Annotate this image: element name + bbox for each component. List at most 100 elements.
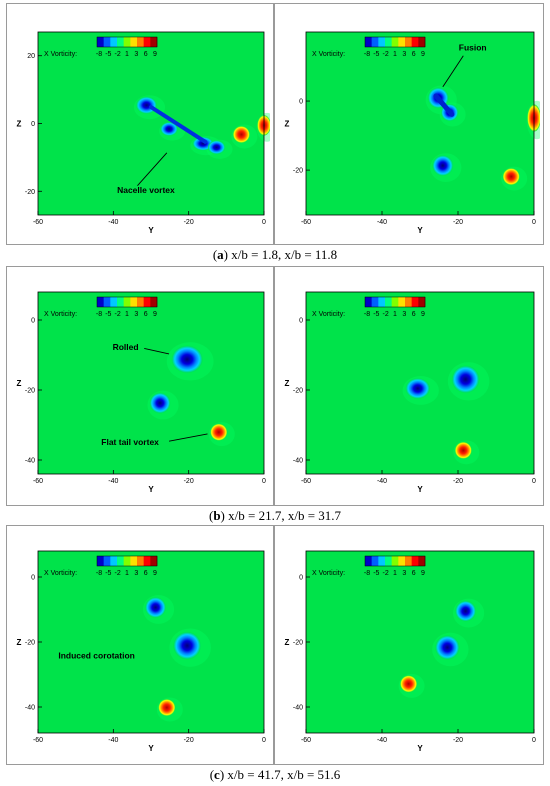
panel-c-right-colorbar-swatch-8: [418, 556, 426, 566]
panel-c-left-colorbar-swatch-4: [123, 556, 131, 566]
caption-c-letter: c: [214, 767, 220, 782]
panel-c-left-xtick-label-1: -40: [108, 737, 118, 744]
panel-b-right-colorbar-tick-2: -2: [383, 311, 389, 318]
panel-a-left-colorbar-swatch-3: [117, 37, 124, 47]
panel-b-right-axes-frame: [305, 291, 535, 475]
panel-c-right-colorbar-swatch-4: [391, 556, 399, 566]
panel-c-right-colorbar-tick-4: 3: [402, 570, 406, 577]
panel-b-right-colorbar-tick-6: 9: [421, 311, 425, 318]
panel-b-left-colorbar-swatch-7: [143, 297, 151, 307]
panel-b-right-colorbar-tick-0: -8: [364, 311, 370, 318]
panel-c-right-ytick-label-2: -40: [293, 705, 303, 712]
panel-b-right-colorbar-tick-5: 6: [412, 311, 416, 318]
panel-a-right-annotation-arrow-0: [442, 55, 464, 88]
panel-b-left-colorbar-swatch-5: [130, 297, 138, 307]
vorticity-panel-b-right: -60 -40 -20 0 0 -20 -40 Y Z X Vorticity: -8 -5 -2 1 3 6…: [285, 291, 536, 494]
panel-c-right-xtick-label-0: -60: [301, 737, 311, 744]
panel-c-left-xtick-label-0: -60: [33, 737, 43, 744]
panel-c-right-xtick-label-3: 0: [532, 737, 536, 744]
panel-b-left-annotation-0: Rolled: [113, 342, 139, 352]
panel-a-right-xtick-label-0: -60: [301, 219, 311, 226]
panel-b-right-xtick-label-3: 0: [532, 478, 536, 485]
panel-a-right-colorbar-swatch-3: [385, 37, 392, 47]
panel-a-left-ytick-label-1: 0: [31, 121, 35, 128]
panel-c-left-ytick-label-1: -20: [25, 640, 35, 647]
panel-b-right-xtick-label-1: -40: [377, 478, 387, 485]
panel-c-right-colorbar-swatch-2: [378, 556, 386, 566]
panel-a-left-annotation-arrow-0: [137, 152, 168, 187]
panel-a-left-colorbar-tick-6: 9: [153, 51, 157, 58]
panel-c-left-colorbar-swatch-8: [150, 556, 158, 566]
panel-c-right-colorbar-tick-6: 9: [421, 570, 425, 577]
panel-c-right-xtick-label-2: -20: [453, 737, 463, 744]
panel-a-left-xaxis-title: Y: [148, 226, 154, 235]
panel-a-left-colorbar-swatch-7: [143, 37, 151, 47]
panel-b-left-colorbar-tick-6: 9: [153, 311, 157, 318]
panel-c-left-ytick-label-2: -40: [25, 705, 35, 712]
panel-a-right-colorbar-swatch-6: [405, 37, 412, 47]
panel-b-left-colorbar-swatch-2: [110, 297, 118, 307]
panel-a-right-axes-frame: [305, 31, 535, 216]
panel-a-left-colorbar-swatch-6: [137, 37, 144, 47]
panel-a-left-colorbar-label: X Vorticity:: [44, 51, 77, 58]
panel-a-right-colorbar-tick-2: -2: [383, 51, 389, 58]
panel-b-left-colorbar-swatch-4: [123, 297, 131, 307]
panel-a-left-blue-vortex-1: [160, 122, 178, 136]
panel-c-left-colorbar-tick-5: 6: [144, 570, 148, 577]
panel-b-left-colorbar-swatch-6: [137, 297, 144, 307]
panel-c-right-red-vortex-2: [400, 675, 418, 693]
panel-a-left-colorbar-frame: [96, 36, 158, 48]
panel-a-right-ytick-label-1: -20: [293, 168, 303, 175]
panel-c-right-field: [306, 551, 534, 733]
panel-a-left-field: [38, 32, 264, 215]
panel-c-left-colorbar-swatch-1: [103, 556, 111, 566]
panel-a-right-xaxis-title: Y: [417, 226, 423, 235]
panel-a-left-red-vortex-4: [232, 125, 250, 143]
panel-a-left-colorbar-swatch-4: [123, 37, 131, 47]
panel-b-right-colorbar-swatch-2: [378, 297, 386, 307]
caption-b: (b) x/b = 21.7, x/b = 31.7: [208, 508, 342, 523]
caption-b-text: x/b = 21.7, x/b = 31.7: [224, 508, 342, 523]
panel-a-right-colorbar-tick-4: 3: [402, 51, 406, 58]
panel-b-right-colorbar-frame: [364, 296, 426, 308]
panel-b-left-xtick-label-0: -60: [33, 478, 43, 485]
panel-b-left-colorbar-tick-5: 6: [144, 311, 148, 318]
panel-c-left-colorbar-label: X Vorticity:: [44, 570, 77, 577]
panel-a-right-blue-vortex-2: [432, 155, 453, 176]
panel-c-left-field: [38, 551, 264, 733]
panel-b-left-colorbar-tick-2: -2: [115, 311, 121, 318]
panel-a-left-xtick-label-0: -60: [33, 219, 43, 226]
panel-c-left-blue-vortex-0: [145, 597, 166, 618]
panel-b-left-ytick-label-0: 0: [31, 318, 35, 325]
vorticity-panel-c-left: -60 -40 -20 0 0 -20 -40 Y Z X Vorticity: -8 -5 -2 1 3 6…: [17, 550, 266, 753]
panel-b-right-colorbar-label: X Vorticity:: [312, 311, 345, 318]
panel-c-right-ytick-label-1: -20: [293, 640, 303, 647]
panel-c-left-colorbar-tick-2: -2: [115, 570, 121, 577]
panel-c-left-colorbar-swatch-0: [97, 556, 104, 566]
panel-c-right-colorbar-swatch-3: [385, 556, 392, 566]
panel-b-right-colorbar-swatch-7: [411, 297, 419, 307]
panel-a-right-colorbar-tick-0: -8: [364, 51, 370, 58]
panel-c-left-xtick-label-3: 0: [262, 737, 266, 744]
panel-c-left-colorbar-swatch-6: [137, 556, 144, 566]
panel-b-left-axes-frame: [37, 291, 265, 475]
panel-b-right-colorbar-tick-3: 1: [393, 311, 397, 318]
panel-c-left-colorbar-swatch-3: [117, 556, 124, 566]
caption-a-text: x/b = 1.8, x/b = 11.8: [228, 247, 338, 262]
panel-b-left-colorbar-tick-1: -5: [105, 311, 111, 318]
panel-b-left-xtick-label-3: 0: [262, 478, 266, 485]
panel-b-right-colorbar-tick-1: -5: [373, 311, 379, 318]
vorticity-panel-c-right: -60 -40 -20 0 0 -20 -40 Y Z X Vorticity: -8 -5 -2 1 3 6…: [285, 550, 536, 753]
panel-c-right-yaxis-title: Z: [285, 638, 290, 647]
panel-a-right-colorbar-swatch-0: [365, 37, 372, 47]
panel-a-left-colorbar-tick-2: -2: [115, 51, 121, 58]
panel-b-right-colorbar-swatch-4: [391, 297, 399, 307]
panel-b-left-colorbar-swatch-3: [117, 297, 124, 307]
panel-b-right-colorbar-swatch-1: [371, 297, 379, 307]
panel-c-left-colorbar-swatch-5: [130, 556, 138, 566]
panel-a-right-fused-sheet: [433, 93, 455, 117]
panel-b-left-colorbar-frame: [96, 296, 158, 308]
panel-b-right-ytick-label-0: 0: [299, 318, 303, 325]
caption-c-text: x/b = 41.7, x/b = 51.6: [224, 767, 341, 782]
panel-a-right-colorbar-tick-5: 6: [412, 51, 416, 58]
